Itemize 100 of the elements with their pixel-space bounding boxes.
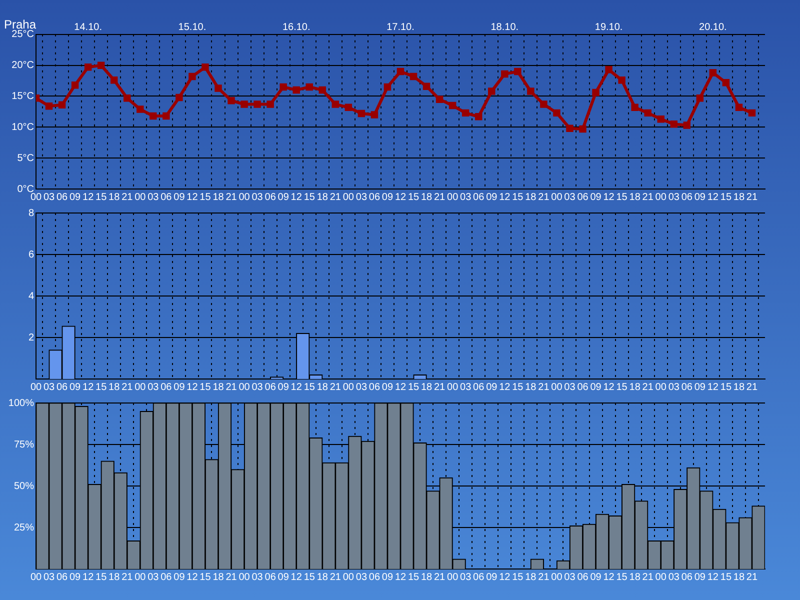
x-tick-label: 09: [486, 382, 498, 393]
x-tick-label: 03: [43, 192, 56, 203]
x-tick-label: 21: [330, 382, 342, 393]
point: [553, 109, 560, 117]
y-tick-label: 10°C: [12, 122, 34, 133]
point: [592, 88, 600, 96]
point: [358, 110, 366, 118]
y-tick-label: 100%: [8, 398, 34, 409]
y-tick-label: 25°C: [12, 29, 34, 40]
x-tick-label: 12: [290, 572, 302, 583]
y-tick-label: 8: [28, 208, 34, 219]
x-tick-label: 09: [694, 192, 706, 203]
x-tick-label: 00: [551, 572, 563, 583]
x-tick-label: 00: [447, 572, 459, 583]
x-tick-label: 12: [603, 382, 615, 393]
point: [396, 68, 404, 76]
x-tick-label: 15: [720, 192, 732, 203]
x-tick-label: 06: [473, 192, 485, 203]
x-tick-label: 21: [746, 382, 758, 393]
x-tick-label: 00: [342, 382, 354, 393]
x-tick-label: 03: [148, 192, 160, 203]
x-tick-label: 00: [655, 192, 667, 203]
y-tick-label: 6: [28, 249, 34, 260]
x-tick-label: 15: [304, 192, 316, 203]
x-tick-label: 15: [200, 572, 212, 583]
x-tick-label: 03: [43, 572, 56, 583]
x-tick-label: 21: [434, 192, 446, 203]
x-tick-label: 21: [538, 192, 550, 203]
text: 14.10.: [74, 22, 102, 34]
x-tick-label: 09: [278, 192, 290, 203]
x-tick-label: 12: [186, 382, 198, 393]
point: [188, 72, 196, 80]
x-tick-label: 09: [278, 382, 290, 393]
x-tick-label: 03: [564, 192, 576, 203]
x-tick-label: 03: [460, 192, 472, 203]
x-tick-label: 21: [226, 382, 238, 393]
x-tick-label: 06: [577, 572, 589, 583]
x-tick-label: 18: [525, 382, 537, 393]
x-tick-label: 15: [720, 572, 732, 583]
point: [97, 62, 105, 69]
x-tick-label: 06: [368, 572, 380, 583]
x-tick-label: 18: [420, 572, 433, 583]
x-tick-label: 18: [108, 572, 120, 583]
x-tick-label: 06: [160, 192, 172, 203]
x-tick-label: 18: [525, 192, 537, 203]
x-tick-label: 03: [356, 192, 368, 203]
x-tick-label: 00: [238, 382, 250, 393]
point: [696, 94, 704, 102]
x-tick-label: 12: [186, 572, 198, 583]
point: [474, 113, 482, 120]
x-tick-label: 09: [694, 382, 706, 393]
point: [150, 112, 157, 120]
x-tick-label: 06: [264, 572, 276, 583]
x-tick-label: 21: [434, 382, 446, 393]
x-tick-label: 00: [655, 572, 667, 583]
x-tick-label: 15: [304, 382, 316, 393]
y-tick-label: 4: [28, 290, 34, 302]
x-tick-label: 21: [642, 382, 654, 393]
point: [58, 101, 66, 109]
x-tick-label: 12: [186, 192, 198, 203]
y-tick-label: 5°C: [17, 152, 34, 164]
x-tick-label: 06: [681, 572, 693, 583]
point: [84, 64, 92, 71]
x-tick-label: 09: [174, 572, 186, 583]
x-tick-label: 12: [394, 572, 406, 583]
x-tick-label: 18: [316, 572, 328, 583]
x-tick-label: 06: [56, 192, 68, 203]
x-tick-label: 09: [486, 572, 498, 583]
point: [176, 94, 183, 102]
point: [110, 76, 118, 84]
point: [579, 125, 586, 133]
point: [683, 122, 691, 129]
point: [266, 100, 274, 108]
x-tick-label: 06: [577, 382, 589, 393]
point: [448, 102, 456, 110]
x-tick-label: 21: [434, 572, 446, 583]
point: [202, 64, 209, 71]
x-tick-label: 18: [629, 572, 641, 583]
x-tick-label: 06: [264, 382, 276, 393]
point: [214, 84, 222, 92]
text: 20.10.: [699, 22, 727, 34]
text: 16.10.: [282, 22, 310, 34]
point: [436, 96, 444, 103]
point: [292, 86, 300, 94]
x-tick-label: 21: [122, 572, 134, 583]
point: [124, 94, 131, 102]
point: [384, 83, 392, 91]
x-tick-label: 21: [122, 382, 134, 393]
x-tick-label: 03: [148, 382, 160, 393]
x-tick-label: 21: [226, 572, 238, 583]
x-tick-label: 12: [499, 382, 511, 393]
x-tick-label: 06: [681, 192, 693, 203]
x-tick-label: 15: [304, 572, 316, 583]
x-tick-label: 03: [252, 382, 264, 393]
x-tick-label: 09: [382, 382, 394, 393]
point: [566, 124, 574, 132]
x-tick-label: 09: [174, 192, 186, 203]
point: [136, 106, 144, 113]
point: [644, 109, 652, 117]
x-tick-label: 09: [486, 192, 498, 203]
